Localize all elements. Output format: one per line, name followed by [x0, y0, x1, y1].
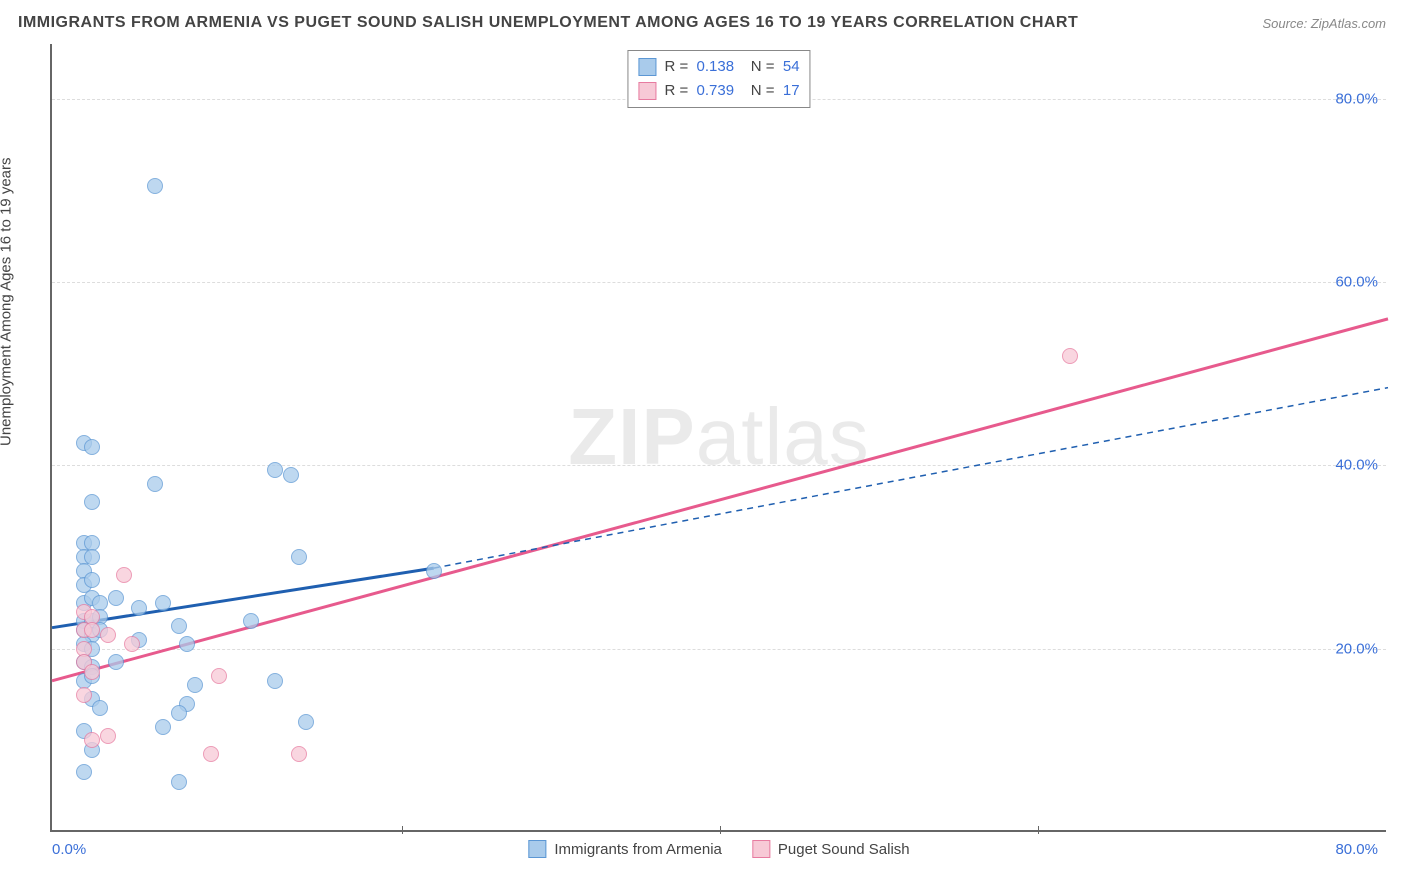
legend-stat: R = 0.138 N = 54 — [664, 55, 799, 79]
data-point — [84, 494, 100, 510]
trend-lines — [52, 44, 1386, 830]
legend-item: Puget Sound Salish — [752, 840, 910, 858]
data-point — [171, 705, 187, 721]
data-point — [84, 622, 100, 638]
data-point — [179, 636, 195, 652]
data-point — [203, 746, 219, 762]
legend-label: Puget Sound Salish — [778, 841, 910, 858]
source-label: Source: ZipAtlas.com — [1262, 16, 1386, 31]
data-point — [124, 636, 140, 652]
pink-swatch-icon — [638, 82, 656, 100]
data-point — [100, 627, 116, 643]
data-point — [267, 462, 283, 478]
data-point — [84, 664, 100, 680]
data-point — [267, 673, 283, 689]
gridline — [52, 465, 1386, 466]
blue-swatch-icon — [638, 58, 656, 76]
x-tick-mark — [402, 826, 403, 834]
chart-title: IMMIGRANTS FROM ARMENIA VS PUGET SOUND S… — [18, 14, 1078, 32]
data-point — [155, 595, 171, 611]
watermark-zip: ZIP — [568, 392, 695, 481]
y-tick-label: 60.0% — [1335, 274, 1378, 291]
blue-swatch-icon — [528, 840, 546, 858]
data-point — [291, 549, 307, 565]
x-tick-mark — [1038, 826, 1039, 834]
data-point — [171, 774, 187, 790]
y-axis-label: Unemployment Among Ages 16 to 19 years — [0, 157, 15, 446]
watermark-atlas: atlas — [696, 392, 870, 481]
legend-series: Immigrants from Armenia Puget Sound Salis… — [528, 840, 909, 858]
plot-area: ZIPatlas 20.0%40.0%60.0%80.0% 0.0% 80.0%… — [50, 44, 1386, 832]
data-point — [84, 572, 100, 588]
pink-swatch-icon — [752, 840, 770, 858]
legend-item: Immigrants from Armenia — [528, 840, 722, 858]
y-tick-label: 80.0% — [1335, 90, 1378, 107]
data-point — [1062, 348, 1078, 364]
data-point — [426, 563, 442, 579]
y-tick-label: 20.0% — [1335, 640, 1378, 657]
data-point — [84, 439, 100, 455]
legend-stat: R = 0.739 N = 17 — [664, 79, 799, 103]
data-point — [76, 687, 92, 703]
data-point — [116, 567, 132, 583]
data-point — [155, 719, 171, 735]
data-point — [298, 714, 314, 730]
x-tick-max: 80.0% — [1335, 841, 1378, 858]
gridline — [52, 282, 1386, 283]
legend-correlation: R = 0.138 N = 54R = 0.739 N = 17 — [627, 50, 810, 108]
data-point — [84, 732, 100, 748]
data-point — [147, 476, 163, 492]
data-point — [92, 700, 108, 716]
watermark: ZIPatlas — [568, 391, 869, 483]
data-point — [131, 600, 147, 616]
data-point — [243, 613, 259, 629]
data-point — [283, 467, 299, 483]
data-point — [187, 677, 203, 693]
gridline — [52, 649, 1386, 650]
x-tick-min: 0.0% — [52, 841, 86, 858]
data-point — [211, 668, 227, 684]
legend-label: Immigrants from Armenia — [554, 841, 722, 858]
y-tick-label: 40.0% — [1335, 457, 1378, 474]
data-point — [291, 746, 307, 762]
data-point — [108, 590, 124, 606]
data-point — [147, 178, 163, 194]
data-point — [108, 654, 124, 670]
data-point — [76, 764, 92, 780]
data-point — [171, 618, 187, 634]
x-tick-mark — [720, 826, 721, 834]
data-point — [100, 728, 116, 744]
